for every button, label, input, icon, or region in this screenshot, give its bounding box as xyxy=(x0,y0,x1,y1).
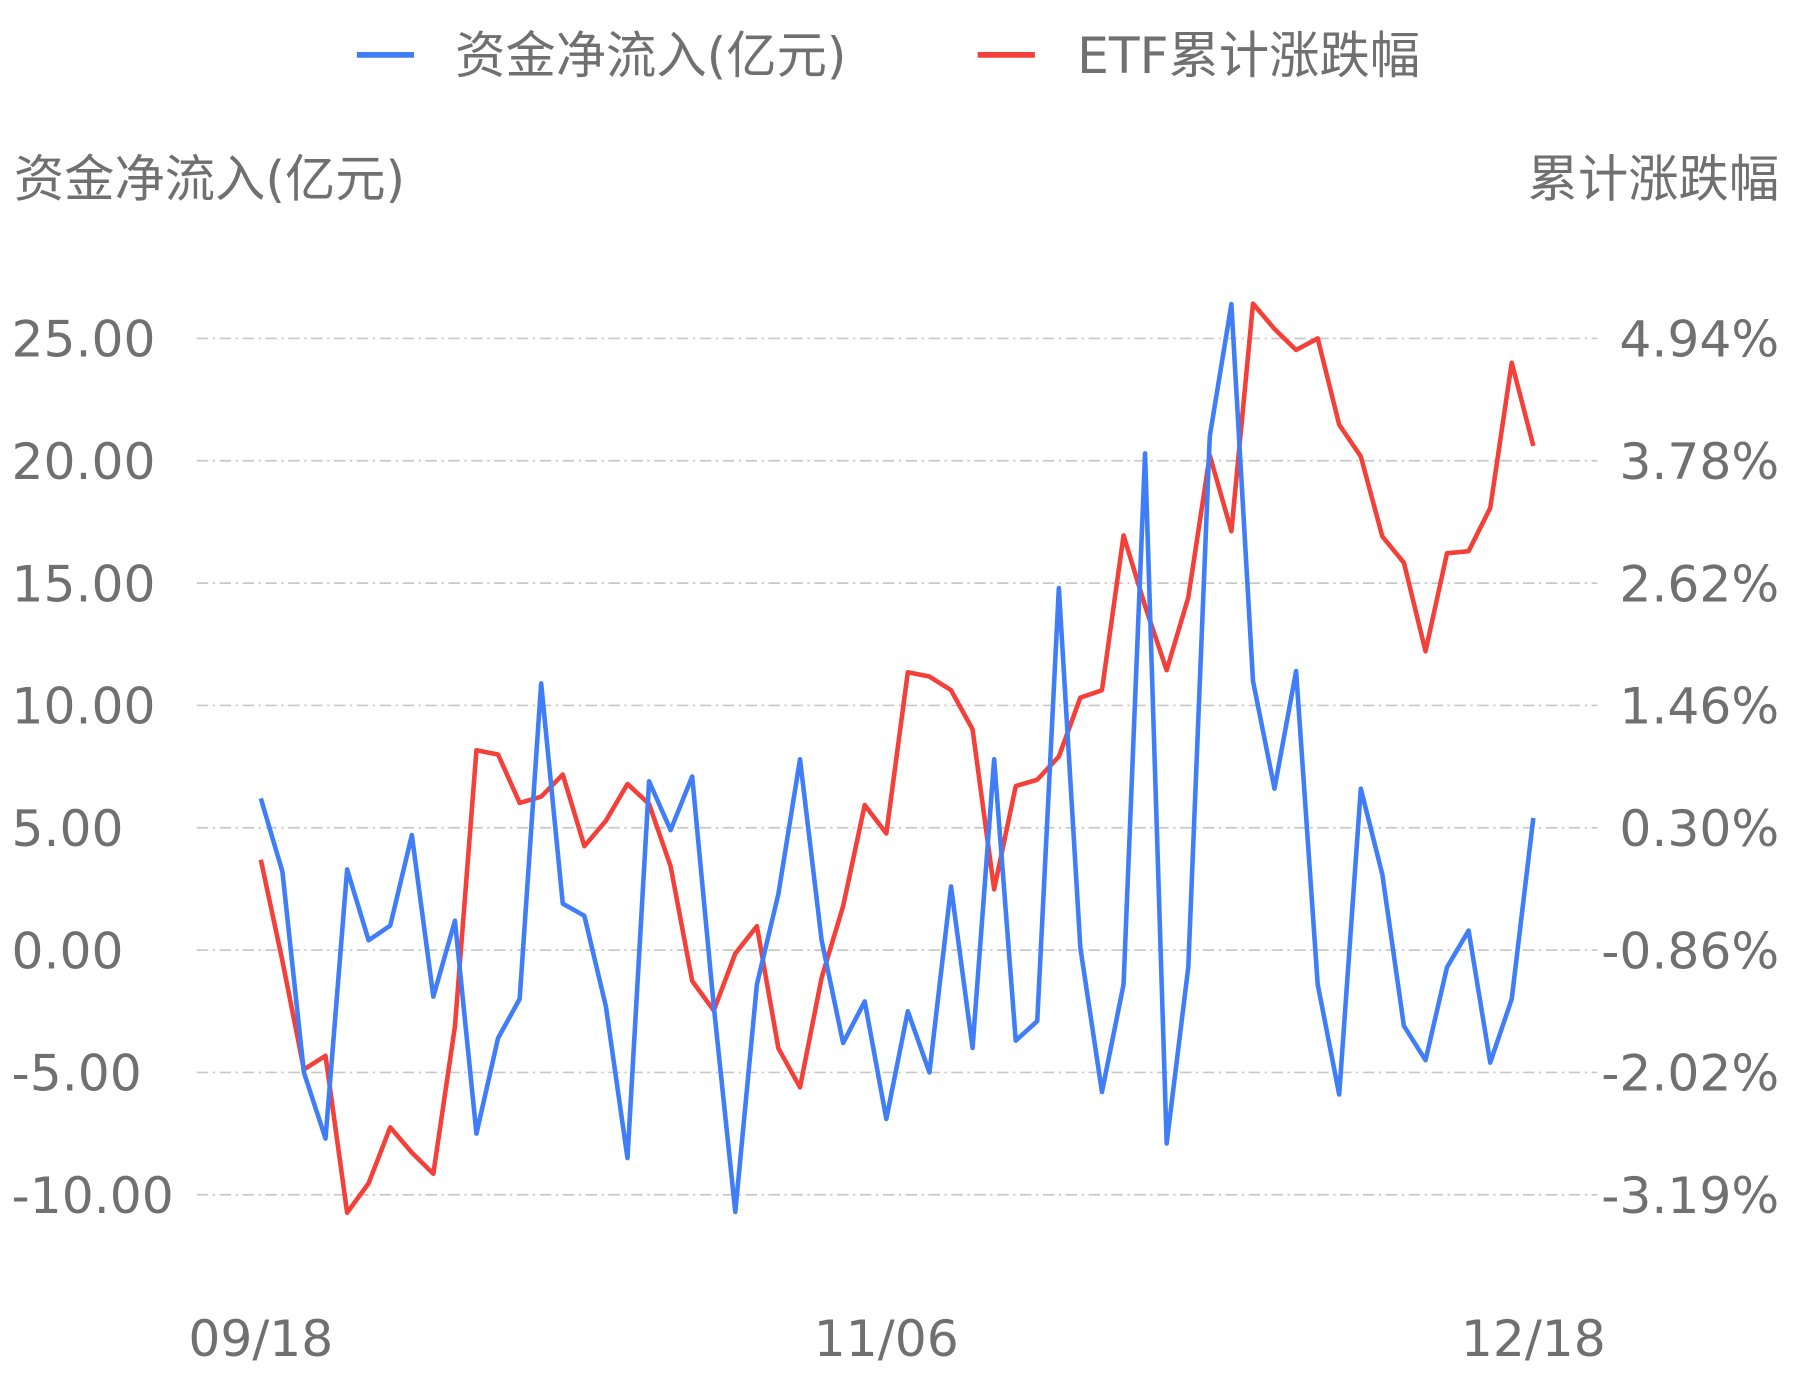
x-axis-ticks: 09/18 11/06 12/18 xyxy=(188,1309,1605,1368)
left-tick-label: 15.00 xyxy=(12,554,156,613)
x-tick-label: 09/18 xyxy=(188,1309,333,1368)
legend: 资金净流入(亿元) ETF累计涨跌幅 xyxy=(356,26,1420,85)
return-line xyxy=(258,301,1536,1216)
left-tick-label: 25.00 xyxy=(12,310,156,369)
inflow-line xyxy=(258,301,1536,1215)
right-tick-label: 4.94% xyxy=(1619,310,1779,369)
right-tick-label: 0.30% xyxy=(1619,799,1779,858)
left-tick-label: -5.00 xyxy=(12,1044,142,1103)
left-tick-label: 5.00 xyxy=(12,799,124,858)
left-axis-ticks: 25.00 20.00 15.00 10.00 5.00 0.00 -5.00 -10.00 xyxy=(12,310,174,1225)
right-tick-label: -0.86% xyxy=(1601,921,1779,980)
x-tick-label: 12/18 xyxy=(1461,1309,1606,1368)
left-tick-label: -10.00 xyxy=(12,1166,174,1225)
right-tick-label: 3.78% xyxy=(1619,432,1779,491)
x-tick-label: 11/06 xyxy=(814,1309,959,1368)
right-tick-label: 1.46% xyxy=(1619,677,1779,736)
right-tick-label: -3.19% xyxy=(1601,1166,1779,1225)
legend-label-inflow: 资金净流入(亿元) xyxy=(455,26,846,85)
series-lines xyxy=(258,301,1536,1216)
right-tick-label: 2.62% xyxy=(1619,554,1779,613)
left-tick-label: 20.00 xyxy=(12,432,156,491)
right-axis-ticks: 4.94% 3.78% 2.62% 1.46% 0.30% -0.86% -2.02% -3.… xyxy=(1601,310,1779,1225)
left-tick-label: 0.00 xyxy=(12,921,124,980)
left-tick-label: 10.00 xyxy=(12,677,156,736)
left-axis-title: 资金净流入(亿元) xyxy=(14,150,405,209)
right-tick-label: -2.02% xyxy=(1601,1044,1779,1103)
right-axis-title: 累计涨跌幅 xyxy=(1528,150,1779,209)
legend-label-return: ETF累计涨跌幅 xyxy=(1077,26,1420,85)
